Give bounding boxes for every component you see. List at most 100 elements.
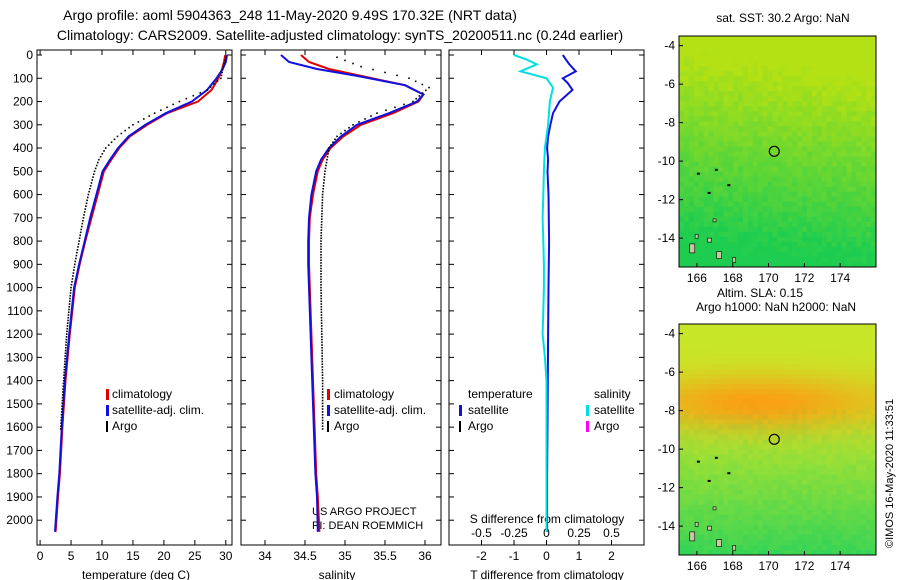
map-cell xyxy=(708,504,714,511)
map-cell xyxy=(792,191,798,198)
map-cell xyxy=(831,116,837,122)
map-cell xyxy=(713,519,719,526)
map-cell xyxy=(816,91,823,97)
map-cell xyxy=(757,221,764,228)
map-cell xyxy=(728,379,734,385)
map-cell xyxy=(693,176,700,183)
map-cell xyxy=(836,324,842,330)
map-cell xyxy=(836,206,842,213)
map-cell xyxy=(816,136,823,142)
map-cell xyxy=(708,141,714,147)
map-cell xyxy=(831,46,837,52)
map-cell xyxy=(846,166,852,172)
map-cell xyxy=(762,156,769,162)
map-cell xyxy=(733,111,739,117)
map-cell xyxy=(693,236,700,243)
map-cell xyxy=(846,439,852,445)
x-tick-label: 172 xyxy=(794,271,814,285)
map-cell xyxy=(757,374,764,380)
map-cell xyxy=(861,161,867,167)
map-cell xyxy=(747,524,754,531)
map-cell xyxy=(762,339,769,345)
map-cell xyxy=(787,56,793,62)
argo-point xyxy=(60,419,63,422)
map-cell xyxy=(683,379,690,385)
map-cell xyxy=(866,66,872,72)
map-cell xyxy=(797,181,803,188)
map-cell xyxy=(841,61,847,67)
map-cell xyxy=(787,379,793,385)
map-cell xyxy=(792,66,798,72)
imos-credit: ©IMOS 16-May-2020 11:33:51 xyxy=(884,399,896,548)
map-cell xyxy=(787,81,793,87)
map-cell xyxy=(688,171,695,178)
figure-title: Argo profile: aoml 5904363_248 11-May-20… xyxy=(63,7,517,23)
map-cell xyxy=(816,176,823,183)
map-cell xyxy=(861,339,867,345)
map-cell xyxy=(679,459,685,466)
map-cell xyxy=(698,469,705,476)
map-cell xyxy=(767,181,773,188)
map-cell xyxy=(733,384,739,390)
map-cell xyxy=(871,424,877,430)
series-line-temperature-satellite xyxy=(546,54,578,532)
map-cell xyxy=(861,126,867,132)
map-cell xyxy=(733,56,739,62)
map-cell xyxy=(688,181,695,188)
map-cell xyxy=(782,379,788,385)
map-cell xyxy=(698,414,705,420)
argo-point xyxy=(321,349,323,352)
map-cell xyxy=(861,56,867,62)
map-cell xyxy=(856,509,862,516)
map-cell xyxy=(772,354,778,360)
map-cell xyxy=(718,349,724,355)
map-cell xyxy=(856,216,862,223)
map-cell xyxy=(772,484,778,491)
map-cell xyxy=(772,539,778,546)
map-cell xyxy=(787,231,793,238)
map-cell xyxy=(777,419,783,425)
argo-point xyxy=(321,388,324,390)
map-cell xyxy=(861,116,867,122)
argo-point xyxy=(360,65,362,68)
map-cell xyxy=(752,379,759,385)
map-cell xyxy=(757,261,764,268)
map-cell xyxy=(871,459,877,466)
map-cell xyxy=(747,166,754,172)
map-cell xyxy=(688,236,695,243)
map-cell xyxy=(811,261,818,268)
map-cell xyxy=(871,514,877,521)
argo-point xyxy=(89,187,91,190)
map-cell xyxy=(767,56,773,62)
map-cell xyxy=(703,41,709,47)
map-cell xyxy=(871,166,877,172)
map-cell xyxy=(757,36,764,42)
map-cell xyxy=(767,329,773,335)
map-cell xyxy=(772,424,778,430)
argo-point xyxy=(320,303,323,305)
map-cell xyxy=(811,469,818,476)
map-cell xyxy=(688,116,695,122)
map-cell xyxy=(782,76,788,82)
map-cell xyxy=(747,454,754,460)
map-cell xyxy=(856,379,862,385)
map-cell xyxy=(757,116,764,122)
map-cell xyxy=(797,494,803,501)
map-cell xyxy=(807,354,813,360)
map-cell xyxy=(841,464,847,471)
map-cell xyxy=(743,261,749,268)
map-cell xyxy=(708,364,714,370)
map-cell xyxy=(821,111,828,117)
map-cell xyxy=(718,206,724,213)
map-cell xyxy=(826,51,833,57)
map-cell xyxy=(831,61,837,67)
map-cell xyxy=(752,191,759,198)
argo-point xyxy=(327,153,329,155)
argo-point xyxy=(320,308,323,311)
map-cell xyxy=(688,81,695,87)
map-cell xyxy=(777,549,783,556)
map-cell xyxy=(871,91,877,97)
map-cell xyxy=(757,81,764,87)
argo-point xyxy=(320,281,322,283)
map-cell xyxy=(807,211,813,218)
